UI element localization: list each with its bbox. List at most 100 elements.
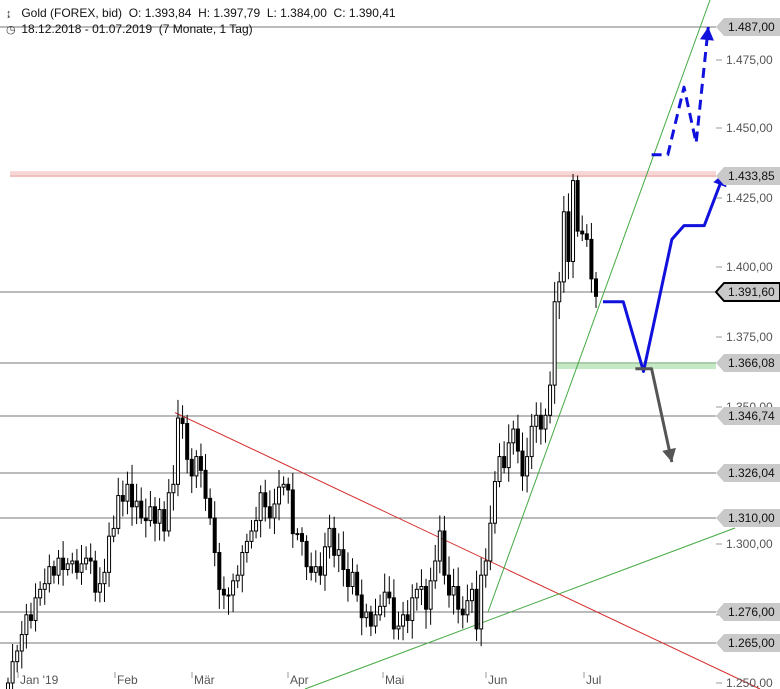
candle [249,520,254,549]
candle [217,542,222,609]
candle-body [267,506,272,519]
candle-body [483,560,488,576]
y-tick-label: 1.250,00 [726,676,773,689]
candle-body [171,483,176,494]
candle-body [474,588,479,630]
candle-body [511,428,516,444]
candle-body [447,574,451,596]
level-marker [716,603,780,621]
candle [465,584,470,623]
candle [254,506,259,539]
candle-body [148,506,153,522]
candle-body [217,552,222,590]
candle-body [488,522,493,562]
candle [552,281,557,404]
level-marker [716,167,780,185]
x-tick-label: Mai [385,673,404,687]
candle [515,414,520,464]
candle [212,501,217,567]
candle-body [24,614,29,636]
candle-body [65,563,70,570]
uptrend-line-long [304,527,736,689]
x-axis-ticks: Jan '19 Feb Mär Apr Mai Jun Jul [17,672,601,687]
candle-body [107,535,112,573]
candle-body [410,597,415,621]
candle-body [281,483,286,488]
candle [295,528,300,541]
clock-icon: ◷ [6,24,16,36]
candle-body [290,489,295,535]
chart-header: ↨ Gold (FOREX, bid) O: 1.393,84 H: 1.397… [6,6,396,20]
candle-body [97,583,102,593]
candle [401,601,406,641]
candle [492,471,497,534]
candle-body [479,574,484,630]
candle-body [304,540,309,568]
candle [42,568,47,605]
candle [286,477,291,504]
candle-body [111,527,116,537]
candle [240,545,245,593]
candle-body [134,500,139,508]
candle-body [28,614,33,621]
candle-body [534,414,539,427]
candle [387,576,392,605]
candle-body [327,527,332,548]
candle [148,491,153,527]
candle [479,557,484,647]
candle-body [240,552,245,576]
candle-body [166,492,171,532]
candle [189,448,194,494]
candle [584,224,589,247]
candle-body [451,586,456,596]
candle-body [125,483,130,502]
candle-body [143,517,148,522]
level-marker-label: 1.433,85 [728,169,775,183]
candle [474,570,479,641]
candle [350,558,355,595]
candle [180,405,185,439]
candle [322,532,327,591]
level-marker-label: 1.366,08 [728,356,775,370]
candle-body [378,605,383,616]
candle [419,569,424,606]
level-marker-label: 1.310,00 [728,511,775,525]
candle-body [391,597,396,630]
resistance-zone [10,171,716,178]
candle-body [42,583,47,590]
level-marker [716,509,780,527]
candle [327,514,332,559]
candle-body [38,588,43,599]
candle [304,535,309,581]
candle-body [313,566,318,573]
candle [502,441,507,474]
candle-body [15,650,20,663]
candle [318,552,323,585]
candle [594,271,598,308]
candle-body [226,594,231,597]
candle-body [525,456,530,477]
candle-body [433,560,438,582]
candle-body [543,414,548,430]
candle-body [465,600,470,616]
chart-title: Gold (FOREX, bid) [21,6,123,20]
candle [153,497,157,542]
candle [580,215,585,242]
candle [566,193,571,280]
candle [198,443,203,488]
candlestick-icon: ↨ [6,8,12,20]
candle-body [263,492,268,508]
level-marker [716,464,780,482]
candle-body [300,533,304,542]
candle-body [194,456,199,477]
candle [575,175,580,237]
x-tick-label: Jan '19 [20,673,59,687]
candle [10,644,15,689]
candle-body [515,428,520,452]
candle [451,568,456,615]
level-marker-label: 1.265,00 [728,636,775,650]
candle [281,476,286,496]
candle-body [47,566,52,585]
candle-body [497,456,502,483]
level-markers: 1.487,00 1.433,85 1.391,60 1.366,08 1.346,74… [714,18,780,652]
